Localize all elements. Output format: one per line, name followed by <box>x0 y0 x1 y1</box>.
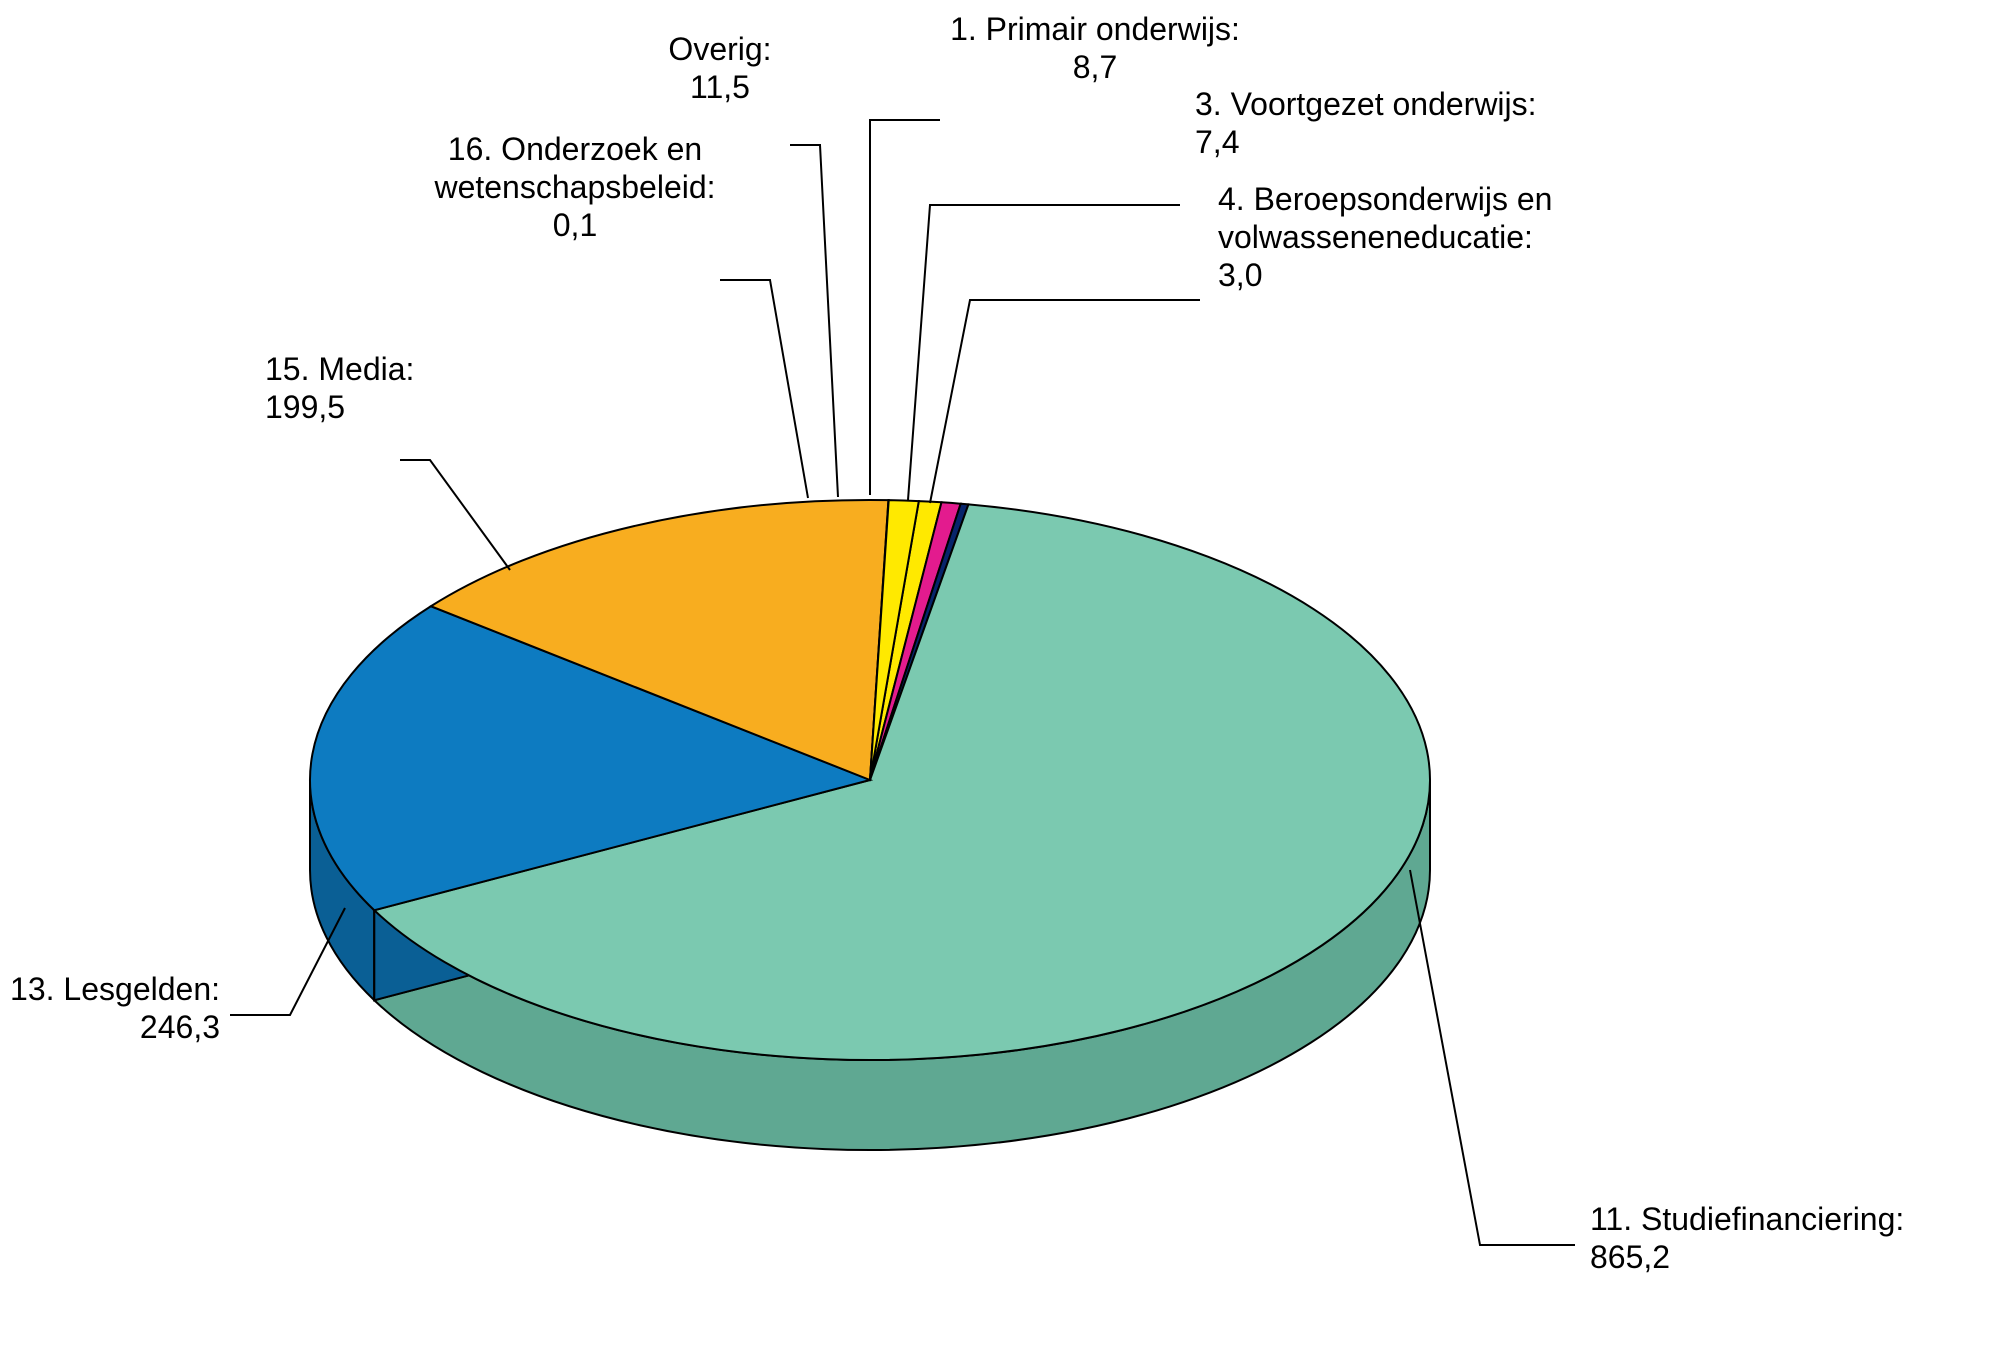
label-line: 246,3 <box>140 1009 220 1045</box>
pie-chart-3d: 1. Primair onderwijs:8,73. Voortgezet on… <box>0 0 2008 1354</box>
label-onderzoek: 16. Onderzoek enwetenschapsbeleid:0,1 <box>433 131 715 243</box>
label-line: volwasseneneducatie: <box>1218 219 1533 255</box>
label-studiefin: 11. Studiefinanciering:865,2 <box>1590 1201 1904 1275</box>
label-line: 8,7 <box>1073 49 1117 85</box>
label-line: wetenschapsbeleid: <box>433 169 715 205</box>
leader-media <box>400 460 510 570</box>
label-line: 13. Lesgelden: <box>10 971 220 1007</box>
label-line: 11. Studiefinanciering: <box>1590 1201 1904 1237</box>
label-line: Overig: <box>668 31 771 67</box>
label-voortgezet: 3. Voortgezet onderwijs:7,4 <box>1195 86 1537 160</box>
label-beroeps: 4. Beroepsonderwijs envolwasseneneducati… <box>1218 181 1552 293</box>
label-line: 15. Media: <box>265 351 414 387</box>
label-lesgelden: 13. Lesgelden:246,3 <box>10 971 220 1045</box>
leader-overig <box>790 145 838 497</box>
label-line: 3. Voortgezet onderwijs: <box>1195 86 1537 122</box>
label-line: 0,1 <box>553 207 597 243</box>
label-line: 7,4 <box>1195 124 1239 160</box>
label-line: 16. Onderzoek en <box>448 131 702 167</box>
pie-top <box>310 500 1430 1060</box>
label-overig: Overig:11,5 <box>668 31 771 105</box>
label-media: 15. Media:199,5 <box>265 351 414 425</box>
leader-studiefin <box>1410 870 1575 1245</box>
leader-primair <box>870 120 940 495</box>
label-line: 1. Primair onderwijs: <box>950 11 1240 47</box>
label-line: 199,5 <box>265 389 345 425</box>
label-primair: 1. Primair onderwijs:8,7 <box>950 11 1240 85</box>
label-line: 4. Beroepsonderwijs en <box>1218 181 1552 217</box>
leader-onderzoek <box>720 280 808 498</box>
leader-beroeps <box>930 300 1200 503</box>
leader-voortgezet <box>908 205 1180 500</box>
label-line: 11,5 <box>690 69 750 105</box>
label-line: 3,0 <box>1218 257 1262 293</box>
label-line: 865,2 <box>1590 1239 1670 1275</box>
